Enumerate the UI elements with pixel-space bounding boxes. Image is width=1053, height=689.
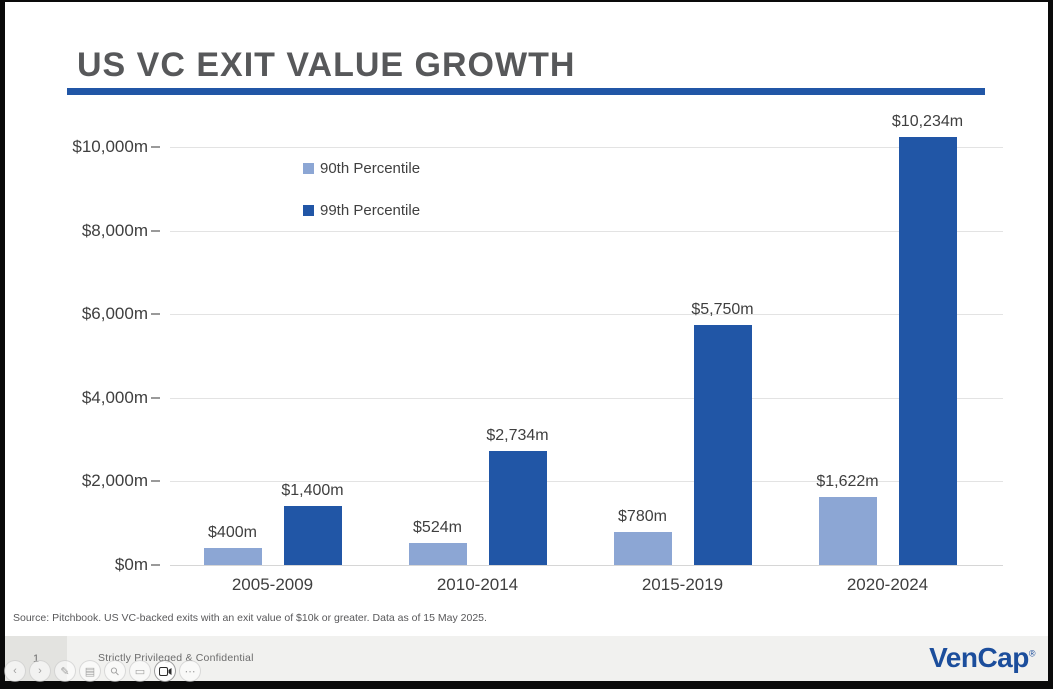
legend-item-90th: 90th Percentile bbox=[303, 160, 420, 177]
legend-label: 90th Percentile bbox=[320, 160, 421, 177]
y-tick bbox=[151, 146, 160, 148]
camera-icon[interactable] bbox=[154, 660, 176, 682]
next-icon[interactable]: › bbox=[29, 660, 51, 682]
y-axis-label: $4,000m bbox=[81, 387, 148, 407]
y-tick bbox=[151, 480, 160, 483]
bar-value-label: $400m bbox=[208, 524, 257, 542]
bar-99th-2015-2019 bbox=[693, 324, 752, 565]
bar-value-label: $2,734m bbox=[486, 426, 549, 444]
y-tick bbox=[151, 229, 160, 232]
bar-90th-2010-2014 bbox=[408, 543, 467, 565]
x-axis-label-2015-2019: 2015-2019 bbox=[641, 575, 724, 594]
title-underline bbox=[67, 88, 985, 95]
annotate-icon[interactable]: ✎ bbox=[54, 660, 76, 682]
bar-value-label: $10,234m bbox=[891, 113, 964, 131]
more-icon[interactable]: ⋯ bbox=[179, 660, 201, 682]
gridline-$8,000m bbox=[170, 230, 1003, 232]
magnifier-icon[interactable]: ⚲ bbox=[104, 660, 126, 682]
x-axis-label-2005-2009: 2005-2009 bbox=[231, 575, 314, 594]
bar-99th-2010-2014 bbox=[488, 450, 547, 565]
bar-99th-2020-2024 bbox=[898, 137, 957, 565]
legend-swatch-icon bbox=[303, 205, 314, 216]
previous-icon[interactable]: ‹ bbox=[4, 660, 26, 682]
bar-90th-2005-2009 bbox=[203, 548, 262, 565]
legend-swatch-icon bbox=[303, 163, 314, 174]
screen-edge-left bbox=[0, 0, 5, 689]
gridline-$10,000m bbox=[170, 147, 1003, 148]
slide-title: US VC EXIT VALUE GROWTH bbox=[77, 46, 576, 84]
y-axis-label: $2,000m bbox=[81, 471, 148, 491]
bar-value-label: $1,622m bbox=[816, 473, 879, 491]
y-tick bbox=[151, 313, 160, 316]
y-tick bbox=[151, 564, 160, 566]
source-note: Source: Pitchbook. US VC-backed exits wi… bbox=[13, 612, 487, 624]
viewer-toolbar: ‹ › ✎ ▤ ⚲ ▭ ⋯ bbox=[4, 660, 201, 686]
x-axis-label-2010-2014: 2010-2014 bbox=[436, 575, 519, 594]
y-axis-label: $10,000m bbox=[72, 137, 148, 156]
screen-icon[interactable]: ▭ bbox=[129, 660, 151, 682]
y-tick bbox=[151, 396, 160, 399]
bar-99th-2005-2009 bbox=[283, 506, 342, 565]
vencap-logo: VenCap® bbox=[929, 642, 1035, 674]
y-axis-label: $8,000m bbox=[81, 220, 148, 240]
bar-value-label: $1,400m bbox=[281, 482, 344, 500]
footer-bar: 1 Strictly Privileged & Confidential Ven… bbox=[0, 636, 1053, 682]
gridline-$2,000m bbox=[170, 481, 1003, 483]
x-axis-label-2020-2024: 2020-2024 bbox=[846, 575, 929, 594]
screen-edge-bottom bbox=[0, 681, 1053, 689]
registered-mark: ® bbox=[1028, 648, 1036, 659]
bar-value-label: $780m bbox=[618, 508, 667, 526]
bar-value-label: $5,750m bbox=[691, 300, 754, 318]
bar-value-label: $524m bbox=[413, 519, 462, 537]
bar-90th-2020-2024 bbox=[818, 497, 877, 565]
bar-90th-2015-2019 bbox=[613, 532, 672, 565]
gridline-$6,000m bbox=[170, 314, 1003, 316]
gridline-$4,000m bbox=[170, 397, 1003, 399]
y-axis-label: $0m bbox=[114, 555, 148, 574]
gridline-$0m bbox=[170, 565, 1003, 566]
screen-edge-top bbox=[0, 0, 1053, 2]
legend-item-99th: 99th Percentile bbox=[303, 202, 420, 219]
screen-edge-right bbox=[1048, 0, 1053, 689]
y-axis-label: $6,000m bbox=[81, 304, 148, 324]
vencap-logo-text: VenCap bbox=[929, 642, 1029, 673]
legend-label: 99th Percentile bbox=[320, 202, 421, 219]
grid-icon[interactable]: ▤ bbox=[79, 660, 101, 682]
